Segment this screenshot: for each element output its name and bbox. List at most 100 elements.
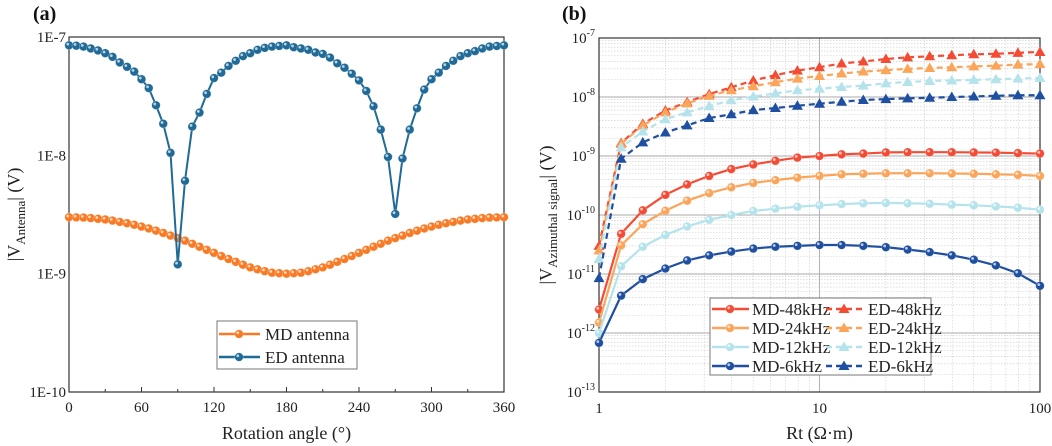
y-tick-label: 10-11	[567, 264, 595, 283]
data-point-highlight	[839, 201, 842, 205]
data-point	[725, 108, 737, 119]
data-point	[1035, 205, 1045, 215]
x-tick-label: 10	[812, 401, 827, 417]
data-point	[1013, 148, 1023, 158]
data-point-highlight	[283, 271, 287, 274]
data-point	[814, 200, 825, 210]
data-point	[1012, 47, 1024, 57]
data-point	[991, 169, 1001, 179]
data-point	[814, 171, 825, 181]
data-point-highlight	[706, 190, 710, 194]
data-point	[397, 153, 408, 164]
data-point-highlight	[131, 222, 135, 225]
data-point-highlight	[312, 266, 316, 270]
data-point-highlight	[356, 77, 360, 81]
data-point-highlight	[883, 149, 887, 153]
data-point	[593, 272, 605, 283]
legend-label: MD-12kHz	[752, 338, 831, 357]
data-point	[814, 83, 825, 93]
data-point	[426, 74, 437, 84]
data-point	[419, 84, 429, 95]
data-point	[107, 52, 118, 62]
data-point	[681, 106, 693, 117]
data-point	[593, 245, 605, 255]
data-point-highlight	[971, 202, 975, 206]
data-point-highlight	[312, 49, 316, 53]
data-point-highlight	[457, 217, 461, 221]
data-point-highlight	[73, 214, 77, 218]
x-tick-label: 60	[134, 400, 149, 416]
data-point	[968, 74, 980, 84]
data-point	[704, 215, 714, 225]
panel-b-chart: 1 10 10010-1310-1210-1110-1010-910-810-7Rt…	[536, 28, 1051, 444]
data-point	[880, 77, 892, 88]
data-point-highlight	[816, 242, 820, 246]
data-point-highlight	[196, 244, 200, 247]
data-point-highlight	[204, 91, 207, 95]
data-point-highlight	[102, 216, 106, 220]
data-point	[903, 147, 913, 157]
data-point	[837, 240, 847, 250]
data-point	[857, 94, 869, 104]
data-point-highlight	[66, 214, 70, 218]
y-tick-base: 10	[572, 31, 587, 47]
data-point	[857, 66, 869, 76]
data-point	[946, 91, 958, 101]
data-point	[703, 100, 715, 111]
y-tick-label: 1E-9	[37, 267, 66, 283]
data-point-highlight	[618, 293, 622, 296]
legend-label: MD antenna	[265, 325, 350, 344]
data-point-highlight	[269, 43, 273, 47]
data-point	[129, 67, 139, 77]
data-point	[726, 246, 736, 257]
data-point-highlight	[905, 149, 908, 153]
data-point	[814, 61, 825, 72]
data-point-highlight	[596, 340, 600, 344]
legend-marker	[838, 341, 850, 351]
y-tick-label: 10-12	[567, 323, 595, 342]
data-point	[990, 48, 1002, 58]
data-point-highlight	[839, 151, 842, 155]
data-point	[925, 168, 935, 178]
legend-marker	[725, 361, 735, 371]
data-point-highlight	[1015, 172, 1019, 176]
data-point	[991, 260, 1001, 270]
data-point	[925, 247, 935, 257]
data-point	[202, 89, 212, 99]
data-point-highlight	[640, 221, 644, 225]
data-point	[857, 80, 869, 90]
data-point-highlight	[486, 43, 490, 47]
data-point-highlight	[443, 220, 447, 224]
data-point-highlight	[305, 47, 309, 50]
data-point-highlight	[662, 265, 666, 269]
legend-label: ED antenna	[265, 348, 345, 367]
data-point	[792, 202, 803, 212]
data-point-highlight	[927, 201, 930, 204]
data-point	[638, 274, 648, 284]
data-point	[903, 244, 913, 255]
data-point-highlight	[927, 249, 930, 253]
data-point	[857, 55, 869, 66]
data-point	[1012, 89, 1024, 100]
data-point-highlight	[218, 253, 222, 257]
data-point	[194, 107, 205, 118]
data-point-highlight	[283, 42, 287, 46]
data-point	[659, 106, 671, 117]
data-point	[223, 61, 234, 71]
x-tick-label: 0	[65, 400, 73, 416]
data-point-highlight	[80, 43, 84, 47]
data-point	[990, 73, 1002, 84]
data-point	[726, 164, 736, 174]
data-point-highlight	[189, 123, 193, 127]
data-point	[368, 101, 379, 111]
data-point	[616, 291, 626, 301]
data-point-highlight	[421, 225, 425, 229]
y-tick-label: 1E-10	[29, 385, 66, 401]
data-point-highlight	[117, 219, 120, 223]
series-line	[68, 44, 505, 265]
data-point-highlight	[95, 47, 99, 51]
data-point	[216, 68, 226, 78]
data-point-highlight	[109, 54, 113, 58]
data-point	[1034, 72, 1046, 82]
data-point	[383, 152, 393, 162]
